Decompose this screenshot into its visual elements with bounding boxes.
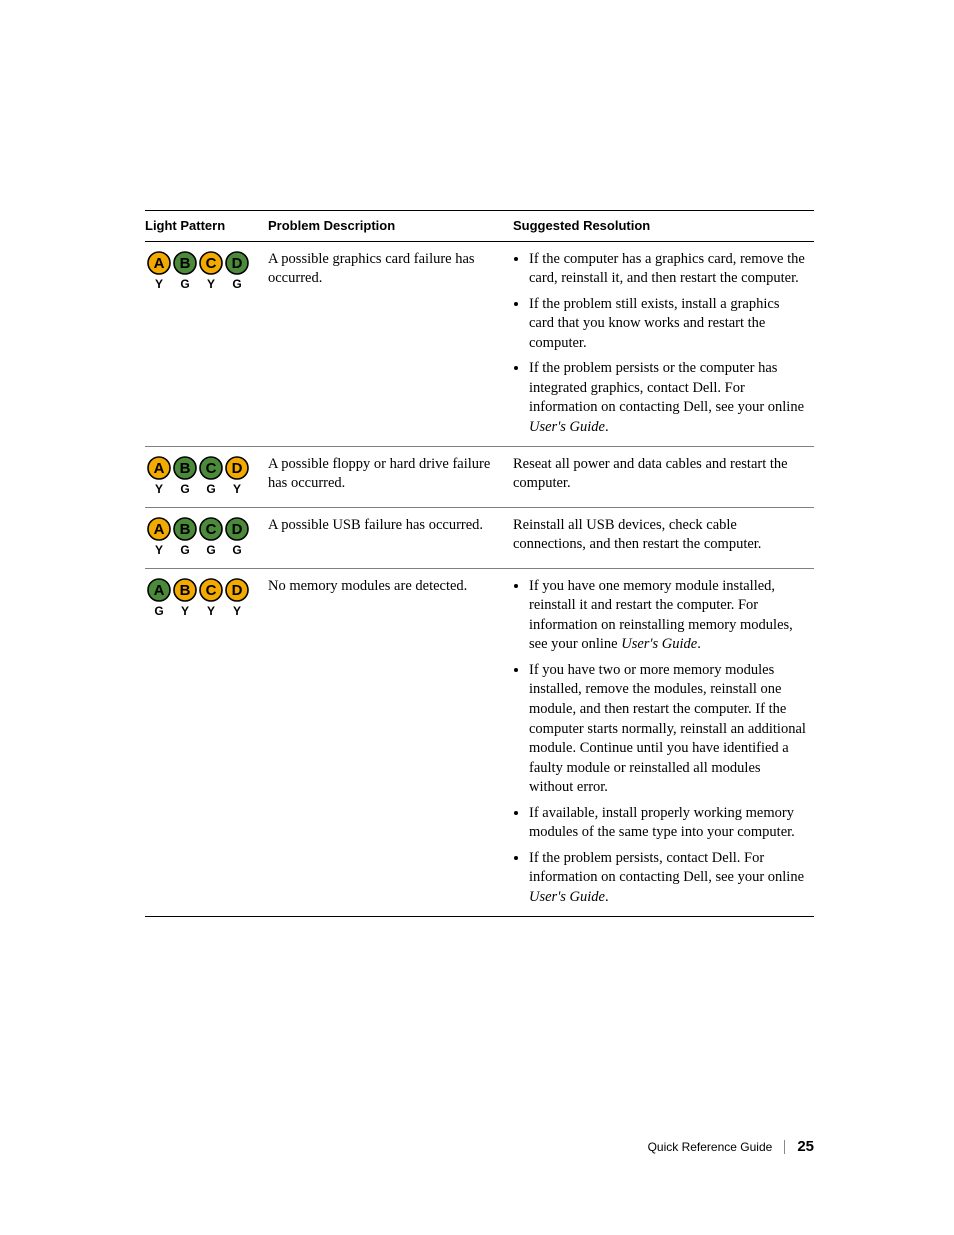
cell-problem-description: A possible USB failure has occurred. [268, 507, 513, 568]
svg-text:C: C [206, 255, 217, 272]
resolution-item: If available, install properly working m… [529, 804, 806, 843]
svg-text:Y: Y [155, 277, 163, 291]
table-row: AGBYCYDYNo memory modules are detected.I… [145, 568, 814, 916]
resolution-item: If the problem still exists, install a g… [529, 295, 806, 354]
italic-reference: User's Guide [529, 419, 605, 435]
svg-text:A: A [154, 255, 165, 272]
cell-light-pattern: AYBGCGDY [145, 446, 268, 507]
svg-text:A: A [154, 460, 165, 477]
cell-problem-description: A possible graphics card failure has occ… [268, 241, 513, 446]
light-pattern-icon: AYBGCYDG [145, 250, 255, 294]
svg-text:G: G [206, 543, 215, 557]
svg-text:G: G [232, 277, 241, 291]
italic-reference: User's Guide [621, 636, 697, 652]
cell-suggested-resolution: Reseat all power and data cables and res… [513, 446, 814, 507]
italic-reference: User's Guide [529, 889, 605, 905]
svg-text:B: B [180, 460, 191, 477]
svg-text:G: G [232, 543, 241, 557]
table-row: AYBGCGDGA possible USB failure has occur… [145, 507, 814, 568]
footer-title: Quick Reference Guide [648, 1140, 773, 1154]
header-light-pattern: Light Pattern [145, 211, 268, 242]
table-body: AYBGCYDGA possible graphics card failure… [145, 241, 814, 916]
header-problem-description: Problem Description [268, 211, 513, 242]
svg-text:D: D [232, 582, 243, 599]
resolution-item: If you have two or more memory modules i… [529, 661, 806, 798]
svg-text:B: B [180, 521, 191, 538]
svg-text:G: G [180, 277, 189, 291]
svg-text:G: G [180, 482, 189, 496]
light-pattern-icon: AYBGCGDG [145, 516, 255, 560]
cell-light-pattern: AYBGCYDG [145, 241, 268, 446]
svg-text:D: D [232, 255, 243, 272]
svg-text:G: G [154, 604, 163, 618]
cell-problem-description: No memory modules are detected. [268, 568, 513, 916]
svg-text:C: C [206, 521, 217, 538]
resolution-item: If the problem persists, contact Dell. F… [529, 849, 806, 908]
light-pattern-icon: AGBYCYDY [145, 577, 255, 621]
svg-text:Y: Y [207, 604, 215, 618]
footer-page-number: 25 [797, 1138, 814, 1155]
svg-text:C: C [206, 582, 217, 599]
svg-text:D: D [232, 460, 243, 477]
svg-text:A: A [154, 582, 165, 599]
svg-text:C: C [206, 460, 217, 477]
cell-suggested-resolution: If you have one memory module installed,… [513, 568, 814, 916]
resolution-item: If the computer has a graphics card, rem… [529, 250, 806, 289]
svg-text:B: B [180, 582, 191, 599]
svg-text:D: D [232, 521, 243, 538]
page-footer: Quick Reference Guide 25 [648, 1138, 814, 1155]
resolution-list: If you have one memory module installed,… [513, 577, 806, 908]
resolution-item: If you have one memory module installed,… [529, 577, 806, 655]
light-pattern-icon: AYBGCGDY [145, 455, 255, 499]
svg-text:G: G [180, 543, 189, 557]
header-suggested-resolution: Suggested Resolution [513, 211, 814, 242]
svg-text:Y: Y [155, 482, 163, 496]
cell-light-pattern: AYBGCGDG [145, 507, 268, 568]
cell-suggested-resolution: Reinstall all USB devices, check cable c… [513, 507, 814, 568]
svg-text:Y: Y [155, 543, 163, 557]
svg-text:Y: Y [181, 604, 189, 618]
cell-problem-description: A possible floppy or hard drive failure … [268, 446, 513, 507]
footer-separator [784, 1140, 785, 1154]
cell-light-pattern: AGBYCYDY [145, 568, 268, 916]
svg-text:Y: Y [207, 277, 215, 291]
svg-text:A: A [154, 521, 165, 538]
table-header-row: Light Pattern Problem Description Sugges… [145, 211, 814, 242]
svg-text:B: B [180, 255, 191, 272]
resolution-list: If the computer has a graphics card, rem… [513, 250, 806, 438]
svg-text:Y: Y [233, 482, 241, 496]
cell-suggested-resolution: If the computer has a graphics card, rem… [513, 241, 814, 446]
table-row: AYBGCYDGA possible graphics card failure… [145, 241, 814, 446]
diagnostics-table: Light Pattern Problem Description Sugges… [145, 210, 814, 917]
svg-text:Y: Y [233, 604, 241, 618]
resolution-item: If the problem persists or the computer … [529, 359, 806, 437]
table-row: AYBGCGDYA possible floppy or hard drive … [145, 446, 814, 507]
document-page: Light Pattern Problem Description Sugges… [0, 0, 954, 1235]
svg-text:G: G [206, 482, 215, 496]
